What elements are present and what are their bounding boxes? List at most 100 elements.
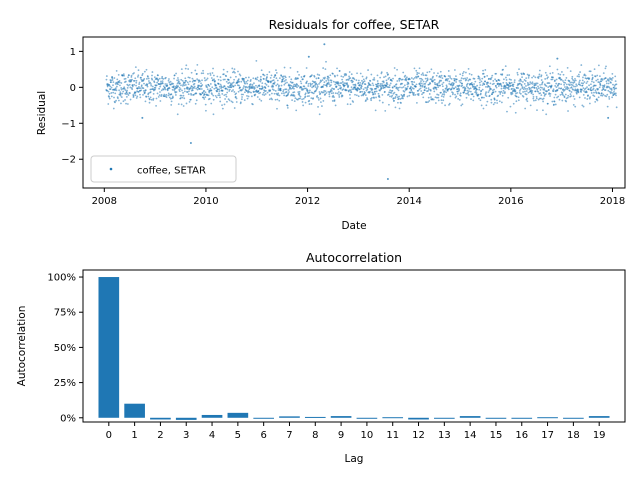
residual-point	[169, 83, 172, 86]
residual-point	[532, 97, 535, 100]
residual-point	[182, 91, 184, 94]
residual-point	[341, 81, 344, 83]
residual-point	[574, 79, 577, 82]
y-tick-label: 0	[70, 83, 76, 94]
residual-point	[591, 76, 594, 79]
residual-point	[529, 81, 532, 84]
residual-point	[418, 88, 421, 91]
residual-point	[263, 74, 266, 77]
residual-point	[311, 74, 313, 77]
residual-point	[311, 86, 314, 89]
residual-point	[398, 79, 401, 82]
residual-point	[305, 67, 308, 69]
residual-point	[308, 95, 310, 97]
residual-point	[320, 80, 323, 83]
residual-point	[486, 83, 488, 86]
residual-point	[297, 77, 299, 80]
residual-point	[564, 79, 567, 81]
residual-point	[343, 74, 346, 77]
residual-point	[279, 89, 282, 92]
residual-point	[615, 106, 618, 109]
residual-point	[233, 107, 236, 109]
residual-point	[529, 87, 531, 90]
residual-point	[474, 85, 477, 88]
residual-point	[252, 77, 255, 80]
residual-point	[184, 81, 186, 84]
residual-point	[238, 73, 241, 76]
residual-point	[247, 90, 250, 92]
residual-point	[191, 80, 194, 83]
residual-point	[221, 93, 224, 95]
residual-point	[137, 91, 140, 93]
residual-point	[362, 78, 365, 81]
residual-point	[244, 91, 246, 94]
residual-point	[256, 76, 259, 79]
residual-point	[467, 94, 470, 96]
residual-point	[367, 69, 369, 71]
residual-point	[479, 92, 482, 95]
residual-point	[110, 95, 113, 98]
residual-point	[417, 92, 420, 95]
residual-point	[324, 93, 327, 96]
residual-point	[316, 87, 318, 90]
residual-point	[458, 89, 460, 92]
residual-point	[196, 72, 198, 75]
residual-point	[505, 86, 508, 89]
residual-point	[257, 90, 260, 92]
residual-point	[140, 76, 142, 79]
residual-point	[607, 78, 609, 81]
residual-point	[286, 106, 289, 109]
residual-point	[218, 85, 221, 88]
residual-point	[570, 95, 572, 97]
residual-point	[165, 93, 168, 96]
residual-point	[413, 67, 416, 70]
residual-point	[269, 76, 272, 79]
residual-point	[217, 78, 220, 81]
residual-point	[455, 78, 458, 81]
residual-point	[553, 103, 555, 106]
residual-point	[321, 79, 324, 81]
residual-point	[590, 83, 592, 86]
residual-point	[312, 85, 315, 88]
residual-point	[474, 80, 477, 83]
residual-point	[152, 92, 155, 95]
residual-point	[343, 82, 346, 84]
residual-point	[604, 89, 607, 91]
residual-point	[477, 77, 480, 80]
residual-point	[436, 93, 439, 96]
residual-point	[206, 86, 209, 89]
residual-point	[235, 101, 238, 103]
residual-point	[173, 77, 175, 80]
residual-point	[250, 95, 253, 98]
residual-point	[437, 86, 440, 88]
residual-point	[384, 86, 386, 89]
residual-point	[324, 90, 327, 93]
residual-point	[586, 80, 589, 83]
residual-point	[270, 92, 273, 95]
residual-point	[439, 76, 442, 79]
residual-point	[178, 86, 181, 89]
residual-point	[124, 99, 126, 101]
residual-point	[327, 79, 330, 81]
residual-point	[386, 71, 388, 74]
residual-point	[426, 71, 429, 74]
residual-point	[331, 100, 334, 102]
residual-point	[161, 75, 164, 78]
residual-point	[360, 94, 363, 97]
residual-point	[238, 80, 241, 83]
residual-point	[412, 83, 414, 86]
residual-point	[267, 81, 270, 83]
residual-point	[533, 87, 536, 89]
residual-point	[149, 96, 152, 99]
residual-point	[332, 80, 335, 83]
residual-point	[447, 75, 450, 77]
residual-point	[291, 81, 294, 84]
residual-point	[524, 90, 526, 93]
residual-point	[333, 96, 335, 98]
residual-point	[582, 93, 585, 96]
residual-point	[337, 84, 340, 86]
residual-point	[604, 67, 607, 70]
residual-point	[525, 93, 528, 96]
residual-point	[304, 92, 307, 95]
residual-point	[590, 86, 593, 89]
